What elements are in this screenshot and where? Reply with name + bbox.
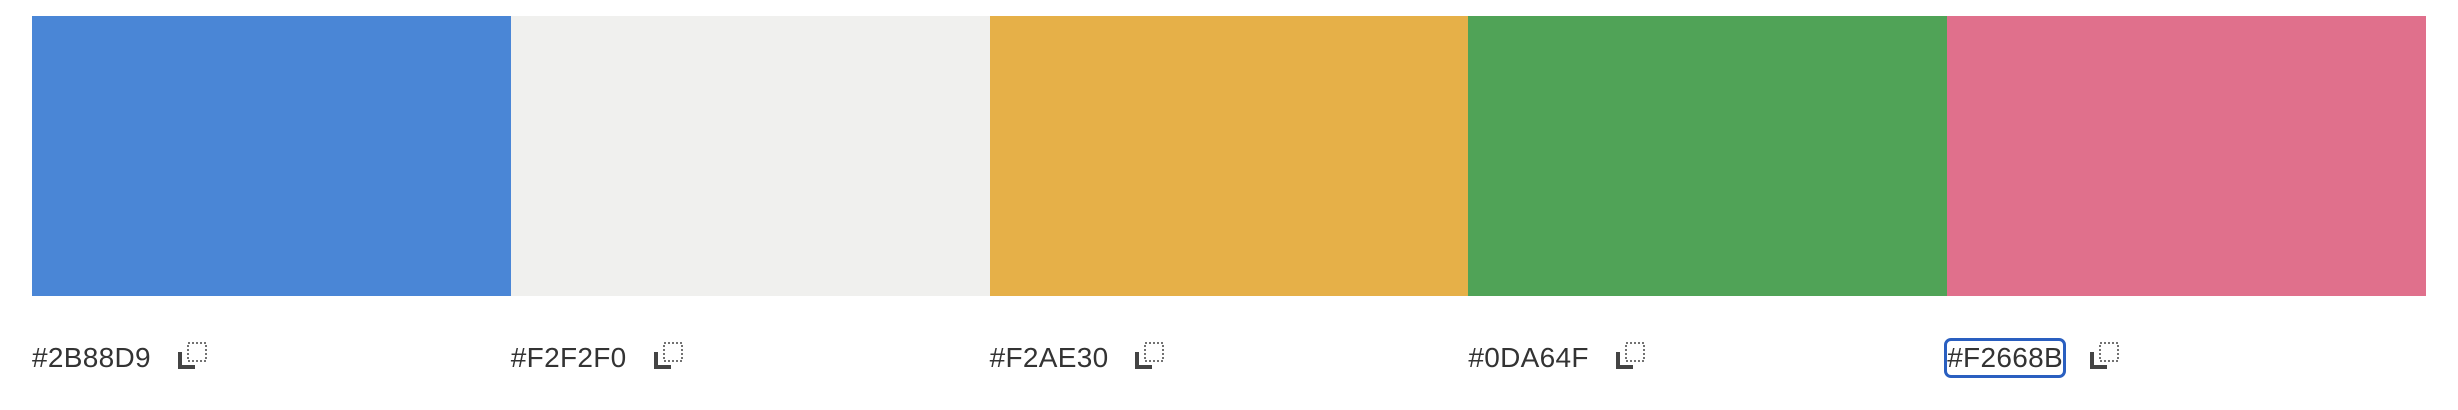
color-label-row: #F2668B [1944,338,2426,378]
copy-icon[interactable] [2088,341,2122,375]
palette-color-1: #2B88D9 [32,16,511,378]
color-palette: #2B88D9 #F2F2F0 [32,16,2426,378]
color-swatch[interactable] [32,16,511,296]
color-label-row: #0DA64F [1468,338,1947,378]
palette-color-3: #F2AE30 [989,16,1469,378]
color-label-row: #2B88D9 [32,338,511,378]
hex-code[interactable]: #0DA64F [1468,342,1589,373]
color-swatch[interactable] [1947,16,2426,296]
copy-icon[interactable] [1133,341,1167,375]
color-swatch[interactable] [989,16,1469,296]
palette-color-2: #F2F2F0 [510,16,990,378]
color-label-row: #F2F2F0 [511,338,990,378]
color-label-row: #F2AE30 [990,338,1469,378]
copy-icon[interactable] [652,341,686,375]
copy-icon[interactable] [176,341,210,375]
color-swatch[interactable] [1468,16,1948,296]
hex-code[interactable]: #2B88D9 [32,342,151,373]
hex-code[interactable]: #F2AE30 [989,342,1109,373]
hex-code[interactable]: #F2F2F0 [510,342,627,373]
palette-color-4: #0DA64F [1468,16,1948,378]
hex-code[interactable]: #F2668B [1944,338,2066,378]
color-swatch[interactable] [510,16,990,296]
palette-color-5: #F2668B [1944,16,2426,378]
copy-icon[interactable] [1614,341,1648,375]
